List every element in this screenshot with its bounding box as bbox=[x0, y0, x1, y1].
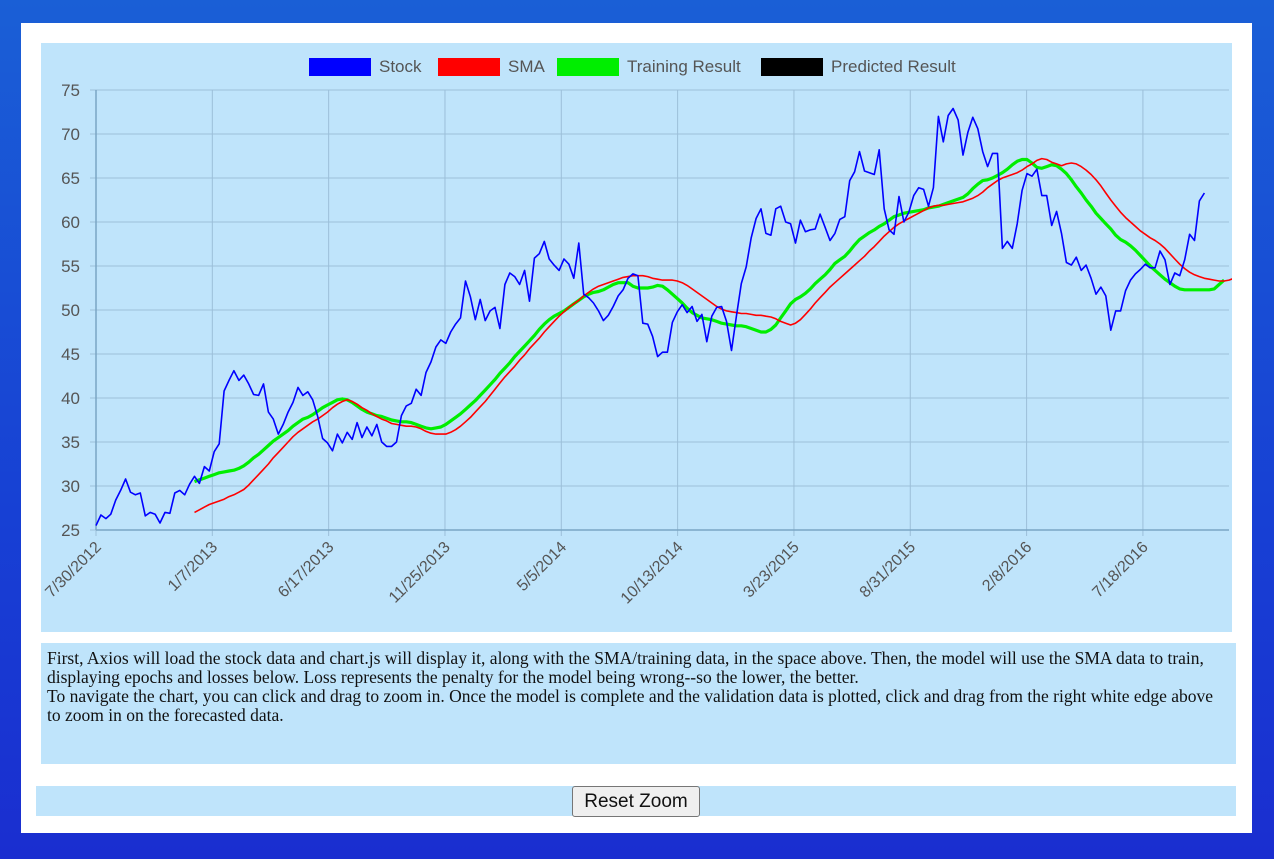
stock-chart[interactable]: 75 70 65 60 55 50 45 40 35 30 25 7/30/2012 1/7/2013 6… bbox=[41, 43, 1232, 632]
legend-label[interactable]: Training Result bbox=[627, 57, 741, 76]
y-tick-label: 25 bbox=[61, 521, 80, 540]
instructions-paragraph-1: First, Axios will load the stock data an… bbox=[47, 648, 1204, 687]
series-line-stock bbox=[95, 107, 1206, 526]
legend-label[interactable]: SMA bbox=[508, 57, 546, 76]
x-tick-label: 1/7/2013 bbox=[165, 539, 221, 595]
x-tick-label: 8/31/2015 bbox=[857, 539, 919, 601]
y-tick-label: 75 bbox=[61, 81, 80, 100]
y-tick-label: 65 bbox=[61, 169, 80, 188]
y-tick-label: 50 bbox=[61, 301, 80, 320]
x-tick-label: 5/5/2014 bbox=[514, 539, 570, 595]
series-line-sma bbox=[194, 157, 1232, 514]
series-line-training-result bbox=[193, 157, 1226, 484]
x-tick-label: 6/17/2013 bbox=[275, 539, 337, 601]
legend-swatch[interactable] bbox=[438, 58, 500, 76]
chart-canvas[interactable]: 75 70 65 60 55 50 45 40 35 30 257/30/2012 1/7/2013 6… bbox=[41, 43, 1232, 632]
app-panel: 75 70 65 60 55 50 45 40 35 30 25 7/30/2012 1/7/2013 6… bbox=[21, 23, 1252, 833]
reset-zoom-button[interactable]: Reset Zoom bbox=[572, 786, 700, 817]
y-tick-label: 45 bbox=[61, 345, 80, 364]
y-tick-label: 35 bbox=[61, 433, 80, 452]
y-tick-label: 70 bbox=[61, 125, 80, 144]
instructions-panel: First, Axios will load the stock data an… bbox=[41, 643, 1236, 764]
controls-bar: Reset Zoom bbox=[36, 786, 1236, 817]
x-tick-label: 3/23/2015 bbox=[740, 539, 802, 601]
x-tick-label: 11/25/2013 bbox=[386, 539, 454, 607]
legend-swatch[interactable] bbox=[309, 58, 371, 76]
legend-swatch[interactable] bbox=[557, 58, 619, 76]
x-tick-label: 10/13/2014 bbox=[618, 539, 687, 608]
legend-label[interactable]: Predicted Result bbox=[831, 57, 956, 76]
x-tick-label: 2/8/2016 bbox=[979, 539, 1035, 595]
x-tick-label: 7/18/2016 bbox=[1089, 539, 1151, 601]
legend-label[interactable]: Stock bbox=[379, 57, 422, 76]
y-tick-label: 55 bbox=[61, 257, 80, 276]
x-tick-label: 7/30/2012 bbox=[42, 539, 104, 601]
instructions-paragraph-2: To navigate the chart, you can click and… bbox=[47, 686, 1214, 725]
y-tick-label: 30 bbox=[61, 477, 80, 496]
legend-swatch[interactable] bbox=[761, 58, 823, 76]
y-tick-label: 40 bbox=[61, 389, 80, 408]
y-tick-label: 60 bbox=[61, 213, 80, 232]
